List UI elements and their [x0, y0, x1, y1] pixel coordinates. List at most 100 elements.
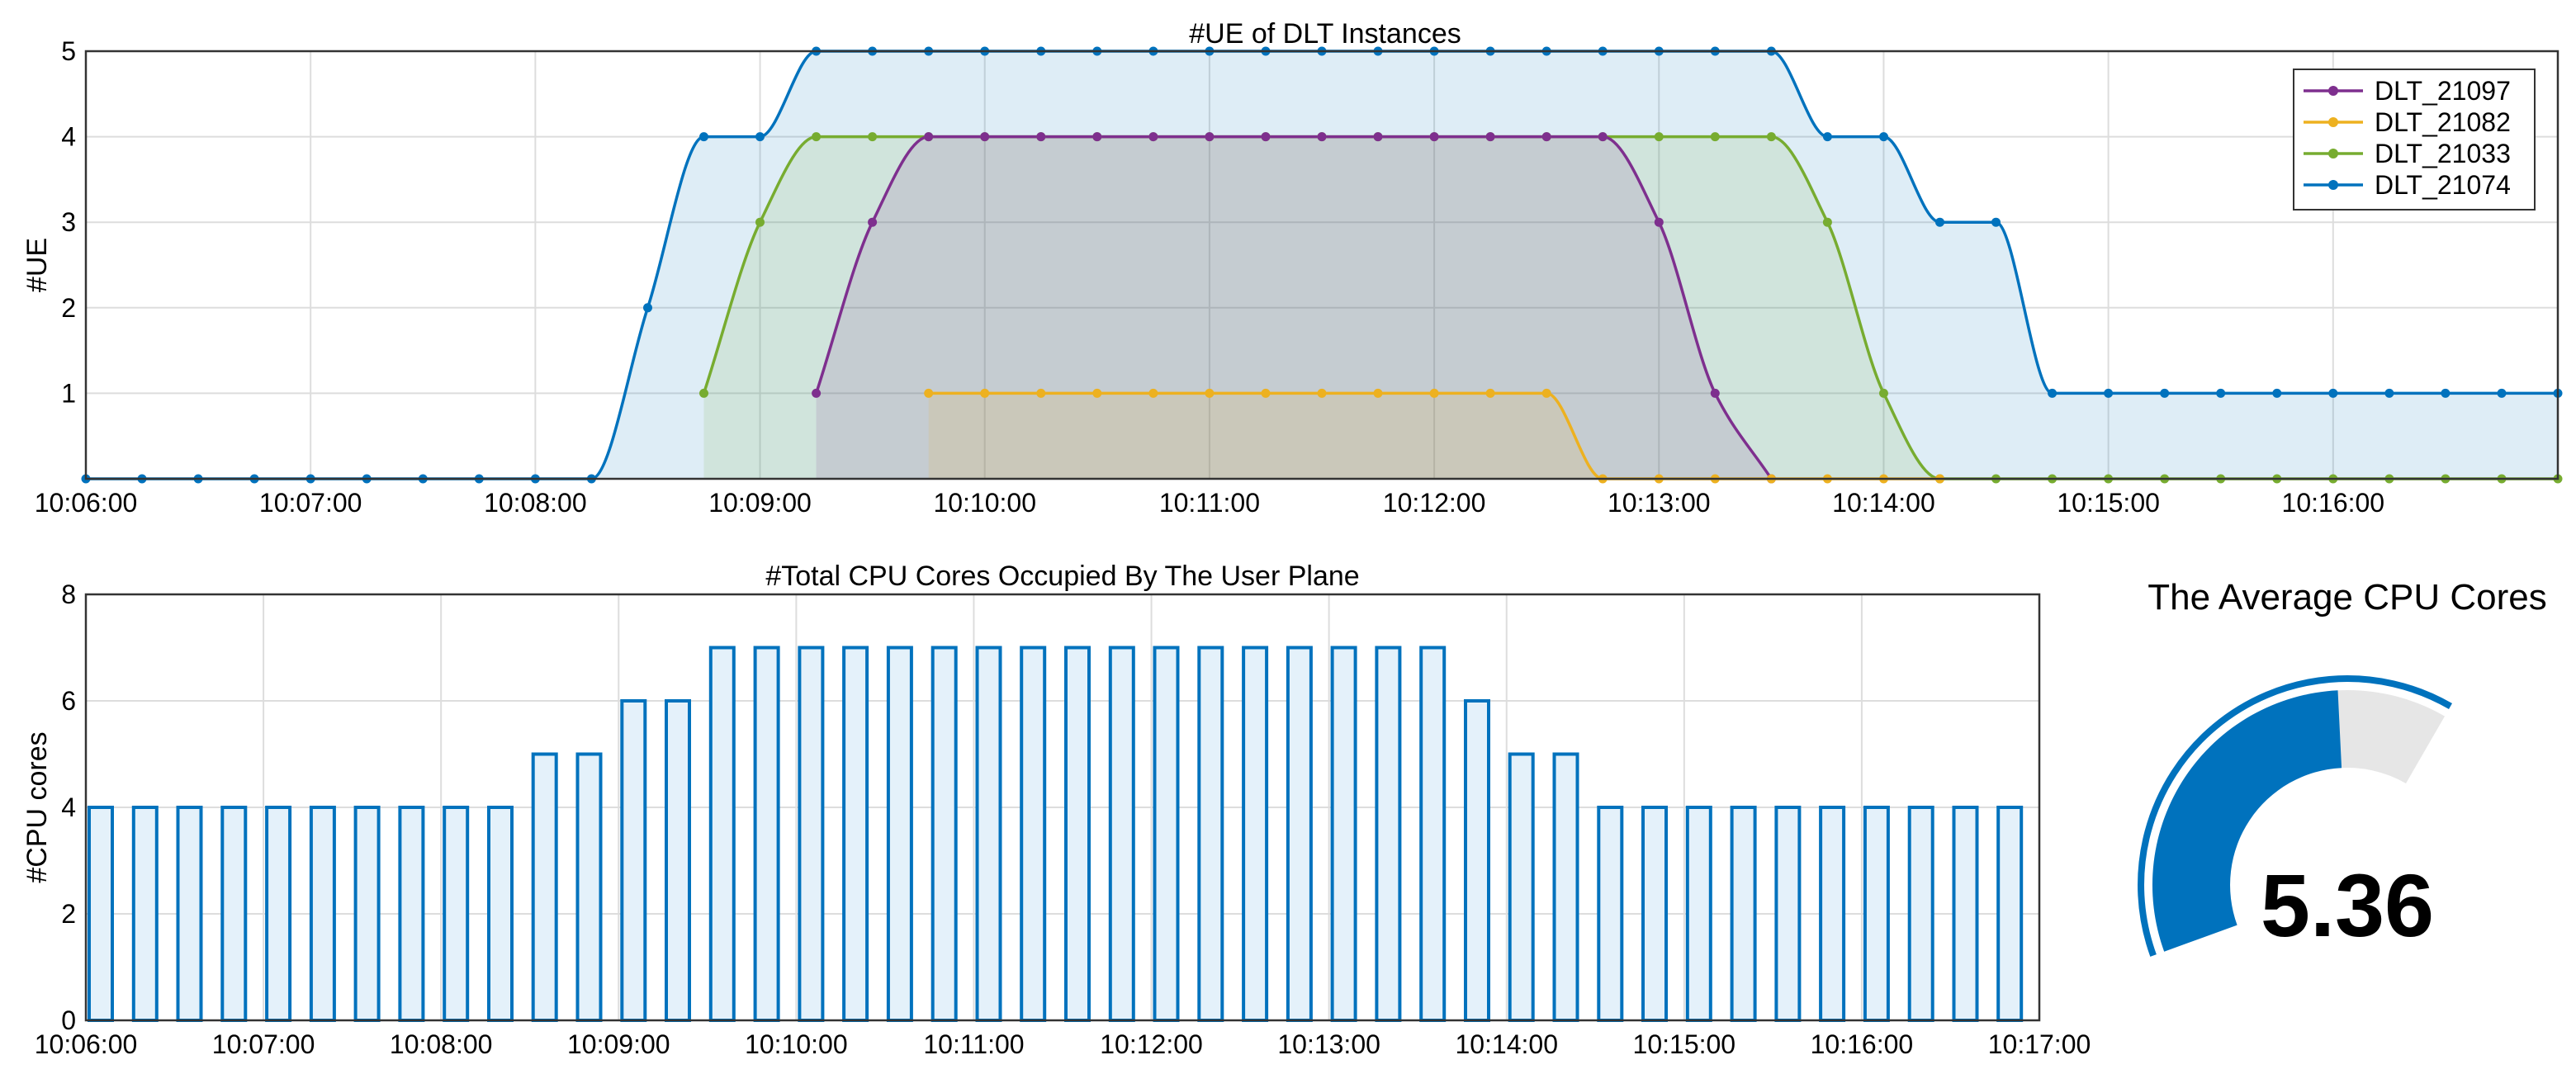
point-dlt_21074-41 [2384, 388, 2394, 398]
ue-y-tick-3: 4 [61, 122, 76, 152]
cpu-bar-24 [1153, 646, 1180, 1022]
point-dlt_21097-9 [1317, 132, 1327, 142]
cpu-bar-16 [798, 646, 825, 1022]
point-dlt_21082-2 [1036, 388, 1046, 398]
point-dlt_21097-15 [1654, 217, 1664, 227]
ue-x-tick-5: 10:11:00 [1159, 488, 1260, 518]
cpu-bar-23 [1108, 646, 1135, 1022]
point-dlt_21074-38 [2216, 388, 2226, 398]
cpu-bar-6 [353, 806, 381, 1022]
point-dlt_21074-37 [2160, 388, 2170, 398]
cpu-bar-29 [1375, 646, 1402, 1022]
cpu-x-tick-11: 10:17:00 [1988, 1029, 2091, 1059]
gauge-arcs [2138, 675, 2452, 957]
point-dlt_21033-20 [1822, 217, 1832, 227]
cpu-bar-15 [753, 646, 780, 1022]
cpu-bar-5 [309, 806, 336, 1022]
point-dlt_21033-3 [868, 132, 878, 142]
point-dlt_21097-11 [1429, 132, 1439, 142]
ue-y-tick-labels: 1 2 3 4 5 [61, 36, 76, 408]
ue-y-tick-0: 1 [61, 378, 76, 408]
point-dlt_21033-18 [1710, 132, 1720, 142]
cpu-x-tick-2: 10:08:00 [390, 1029, 493, 1059]
cpu-bar-41 [1907, 806, 1934, 1022]
point-dlt_21033-0 [699, 388, 708, 398]
cpu-x-tick-4: 10:10:00 [745, 1029, 848, 1059]
cpu-bar-12 [620, 699, 647, 1022]
ue-x-tick-8: 10:14:00 [1832, 488, 1935, 518]
cpu-bar-33 [1552, 752, 1579, 1022]
cpu-x-tick-8: 10:14:00 [1455, 1029, 1558, 1059]
cpu-bar-28 [1330, 646, 1357, 1022]
cpu-y-tick-4: 8 [61, 580, 76, 609]
point-dlt_21074-36 [2104, 388, 2114, 398]
area-dlt_21082 [928, 393, 1940, 479]
ue-x-tick-3: 10:09:00 [708, 488, 812, 518]
cpu-bar-32 [1508, 752, 1535, 1022]
cpu-bar-18 [886, 646, 913, 1022]
cpu-bar-13 [665, 699, 691, 1022]
point-dlt_21074-34 [1991, 217, 2001, 227]
point-dlt_21033-19 [1766, 132, 1776, 142]
cpu-bar-40 [1863, 806, 1890, 1022]
gauge-value: 5.36 [2261, 855, 2434, 955]
ue-area-fills [86, 51, 2558, 479]
point-dlt_21074-10 [643, 303, 652, 313]
legend-label-dlt_21033: DLT_21033 [2375, 139, 2511, 168]
gauge-outer-ring [2138, 675, 2452, 957]
point-dlt_21074-43 [2497, 388, 2507, 398]
cpu-bar-3 [220, 806, 248, 1022]
point-dlt_21074-32 [1879, 132, 1888, 142]
cpu-bar-1 [131, 806, 159, 1022]
cpu-chart-title: #Total CPU Cores Occupied By The User Pl… [765, 561, 1359, 592]
cpu-bar-27 [1286, 646, 1313, 1022]
point-dlt_21082-6 [1261, 388, 1271, 398]
point-dlt_21097-10 [1373, 132, 1383, 142]
cpu-bar-14 [708, 646, 736, 1022]
cpu-bar-30 [1419, 646, 1447, 1022]
cpu-x-tick-3: 10:09:00 [567, 1029, 670, 1059]
cpu-bar-17 [842, 646, 869, 1022]
gauge-title: The Average CPU Cores [2147, 577, 2546, 617]
point-dlt_21097-2 [924, 132, 934, 142]
cpu-x-tick-9: 10:15:00 [1633, 1029, 1736, 1059]
ue-x-tick-7: 10:13:00 [1608, 488, 1711, 518]
point-dlt_21074-33 [1935, 217, 1944, 227]
cpu-bar-36 [1685, 806, 1712, 1022]
cpu-bars [88, 646, 2024, 1022]
cpu-y-tick-0: 0 [61, 1005, 76, 1035]
line-dlt_21097 [814, 135, 1773, 480]
cpu-x-tick-6: 10:12:00 [1100, 1029, 1203, 1059]
cpu-bar-37 [1730, 806, 1757, 1022]
ue-plot-frame [84, 50, 2559, 480]
ue-chart-title: #UE of DLT Instances [1189, 18, 1461, 50]
point-dlt_21097-1 [868, 217, 878, 227]
ue-y-tick-2: 3 [61, 207, 76, 237]
cpu-y-tick-2: 4 [61, 792, 76, 822]
point-dlt_21082-11 [1541, 388, 1551, 398]
cpu-bar-10 [531, 752, 558, 1022]
point-dlt_21082-3 [1092, 388, 1102, 398]
cpu-bar-19 [930, 646, 958, 1022]
point-dlt_21033-21 [1879, 388, 1888, 398]
point-dlt_21097-7 [1205, 132, 1215, 142]
cpu-bar-43 [1996, 806, 2024, 1022]
cpu-x-tick-1: 10:07:00 [212, 1029, 315, 1059]
average-cpu-gauge: The Average CPU Cores 5.36 [2138, 577, 2547, 957]
legend-marker-dlt_21033 [2328, 149, 2338, 158]
cpu-bar-31 [1464, 699, 1490, 1022]
point-dlt_21082-10 [1485, 388, 1495, 398]
ue-y-axis-label: #UE [21, 238, 53, 292]
point-dlt_21033-17 [1654, 132, 1664, 142]
point-dlt_21082-0 [924, 388, 934, 398]
cpu-bar-34 [1597, 806, 1624, 1022]
cpu-y-tick-1: 2 [61, 899, 76, 929]
cpu-bar-0 [88, 806, 114, 1022]
ue-y-tick-1: 2 [61, 293, 76, 323]
area-dlt_21074 [86, 51, 2558, 479]
ue-x-tick-labels: 10:06:00 10:07:00 10:08:00 10:09:00 10:10:00… [35, 488, 2384, 518]
point-dlt_21097-8 [1261, 132, 1271, 142]
legend-marker-dlt_21097 [2328, 86, 2338, 96]
point-dlt_21097-3 [980, 132, 990, 142]
cpu-bar-11 [575, 752, 603, 1022]
